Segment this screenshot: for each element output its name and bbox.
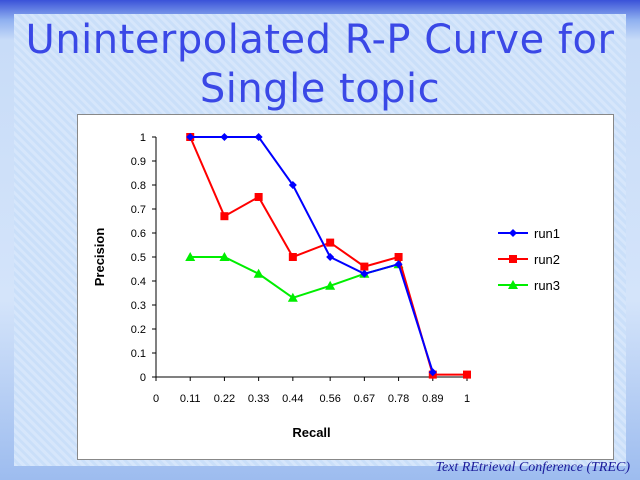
legend-label-run3: run3 xyxy=(534,278,560,293)
data-point-run1 xyxy=(360,269,369,278)
y-tick-label: 0.3 xyxy=(131,300,146,312)
x-tick-label: 0.89 xyxy=(422,393,443,405)
y-tick-label: 0.7 xyxy=(131,204,146,216)
data-point-run2 xyxy=(254,193,263,201)
x-tick-label: 0.67 xyxy=(354,393,375,405)
data-point-run3 xyxy=(253,268,264,278)
data-point-run3 xyxy=(325,280,336,290)
y-tick-label: 0.1 xyxy=(131,348,146,360)
y-tick-label: 0.8 xyxy=(131,180,146,192)
data-point-run1 xyxy=(186,133,195,141)
chart-svg: 0 0.11 0.22 0.33 0.44 0.56 0.67 0.78 0.89 1 0 0.1 0.… xyxy=(92,132,560,440)
series-line-run1 xyxy=(190,136,434,373)
y-tick-label: 0.5 xyxy=(131,252,146,264)
data-point-run1 xyxy=(394,260,403,269)
data-point-run2 xyxy=(288,253,297,261)
x-tick-label: 0.56 xyxy=(319,393,340,405)
y-axis-title: Precision xyxy=(92,228,107,287)
y-tick-label: 0.6 xyxy=(131,228,146,240)
legend-label-run1: run1 xyxy=(534,226,560,241)
x-axis-title: Recall xyxy=(292,425,330,440)
data-point-run2 xyxy=(463,370,471,379)
data-point-run1 xyxy=(428,368,437,377)
data-point-run2 xyxy=(360,262,369,271)
data-point-run3 xyxy=(219,252,230,261)
x-tick-label: 0.22 xyxy=(214,393,235,405)
x-tick-label: 0 xyxy=(153,393,159,405)
legend-label-run2: run2 xyxy=(534,252,560,267)
legend-marker-run2 xyxy=(509,255,517,263)
title-line-1: Uninterpolated R-P Curve for xyxy=(25,17,615,63)
y-tick-label: 0.9 xyxy=(131,156,146,168)
data-point-run2 xyxy=(326,238,335,247)
footer-text: Text REtrieval Conference (TREC) xyxy=(435,460,630,475)
x-tick-label: 0.11 xyxy=(180,393,201,405)
y-tick-label: 0.4 xyxy=(131,276,146,288)
data-point-run3 xyxy=(185,252,196,261)
y-tick-label: 0 xyxy=(140,372,146,384)
x-tick-label: 1 xyxy=(464,393,470,405)
x-tick-label: 0.78 xyxy=(388,393,409,405)
data-point-run2 xyxy=(394,253,403,261)
slide-title: Uninterpolated R-P Curve for Single topi… xyxy=(0,16,640,114)
y-tick-label: 1 xyxy=(140,132,146,144)
data-point-run1 xyxy=(254,133,263,141)
legend-marker-run3 xyxy=(508,280,518,289)
title-line-2: Single topic xyxy=(199,66,441,112)
chart-container: 0 0.11 0.22 0.33 0.44 0.56 0.67 0.78 0.89 1 0 0.1 0.… xyxy=(77,114,614,460)
data-point-run1 xyxy=(220,133,229,141)
x-tick-label: 0.44 xyxy=(282,393,303,405)
legend-marker-run1 xyxy=(509,229,517,237)
y-tick-label: 0.2 xyxy=(131,324,146,336)
data-point-run2 xyxy=(220,212,229,221)
data-point-run3 xyxy=(287,292,298,302)
x-tick-label: 0.33 xyxy=(248,393,269,405)
data-point-run1 xyxy=(326,253,335,261)
data-point-run1 xyxy=(288,181,297,189)
